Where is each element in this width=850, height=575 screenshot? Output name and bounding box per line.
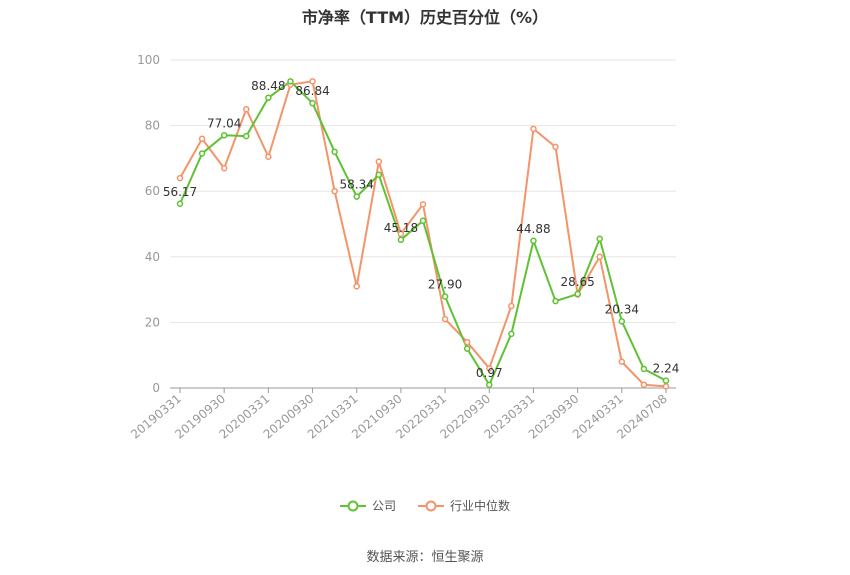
chart-title: 市净率（TTM）历史百分位（%） [301, 8, 549, 27]
data-source: 数据来源：恒生聚源 [366, 550, 484, 565]
data-label: 0.97 [476, 366, 503, 380]
data-point-company [243, 132, 250, 140]
y-tick-label: 60 [145, 184, 160, 198]
data-point-industry [198, 135, 206, 142]
data-point-industry [530, 125, 537, 133]
data-point-company [618, 318, 626, 325]
data-point-industry [508, 302, 515, 310]
data-label: 56.17 [163, 185, 197, 199]
legend-label-industry: 行业中位数 [450, 499, 511, 513]
data-point-industry [397, 230, 405, 238]
data-point-industry [176, 174, 184, 182]
data-point-company [265, 94, 272, 102]
data-point-industry [596, 253, 603, 261]
data-point-company [640, 365, 648, 373]
data-point-company [508, 330, 515, 338]
data-point-company [530, 237, 537, 245]
data-point-company [662, 377, 670, 384]
y-tick-label: 20 [145, 315, 160, 329]
data-point-industry [618, 358, 626, 366]
data-point-company [287, 78, 294, 85]
data-point-company [463, 345, 471, 352]
data-label: 88.48 [251, 79, 285, 93]
data-point-industry [309, 78, 316, 85]
data-point-industry [375, 158, 383, 165]
data-point-industry [441, 315, 449, 323]
data-point-company [596, 235, 603, 243]
data-point-industry [419, 201, 427, 208]
legend: 公司 行业中位数 [0, 497, 850, 514]
data-point-industry [640, 381, 648, 388]
series-line-industry [179, 80, 667, 388]
data-point-industry [265, 153, 272, 161]
data-point-industry [463, 338, 471, 346]
y-tick-label: 100 [137, 53, 160, 67]
data-point-company [353, 193, 360, 200]
data-point-company [441, 293, 449, 300]
data-label: 45.18 [384, 221, 418, 235]
data-label: 27.90 [428, 277, 462, 291]
data-point-company [419, 217, 427, 224]
data-point-industry [243, 105, 250, 113]
data-label: 2.24 [653, 362, 680, 376]
data-point-company [331, 148, 338, 156]
y-tick-label: 80 [145, 119, 160, 133]
data-point-industry [331, 187, 338, 195]
legend-label-company: 公司 [371, 499, 396, 513]
data-point-company [198, 150, 206, 157]
data-point-company [574, 290, 581, 298]
data-label: 20.34 [605, 302, 639, 316]
data-point-company [486, 381, 493, 389]
data-label: 86.84 [295, 84, 329, 98]
data-point-company [220, 132, 228, 139]
data-label: 58.34 [340, 178, 374, 192]
data-point-industry [486, 365, 493, 372]
data-point-industry [353, 283, 360, 290]
data-label: 28.65 [560, 275, 594, 289]
y-tick-label: 40 [145, 250, 160, 264]
series-line-company [179, 80, 667, 386]
data-point-company [176, 200, 184, 208]
data-point-industry [220, 164, 228, 172]
data-point-industry [662, 383, 670, 390]
data-label: 77.04 [207, 116, 241, 130]
legend-marker-company [339, 500, 366, 511]
data-point-industry [552, 143, 559, 151]
legend-marker-industry [418, 500, 444, 511]
y-tick-label: 0 [152, 381, 160, 395]
data-point-company [309, 99, 316, 107]
data-point-company [397, 236, 405, 244]
data-label: 44.88 [516, 222, 550, 236]
legend-item-industry[interactable]: 行业中位数 [418, 497, 510, 514]
data-point-company [552, 297, 559, 305]
legend-item-company[interactable]: 公司 [339, 497, 396, 514]
data-point-company [375, 171, 383, 179]
